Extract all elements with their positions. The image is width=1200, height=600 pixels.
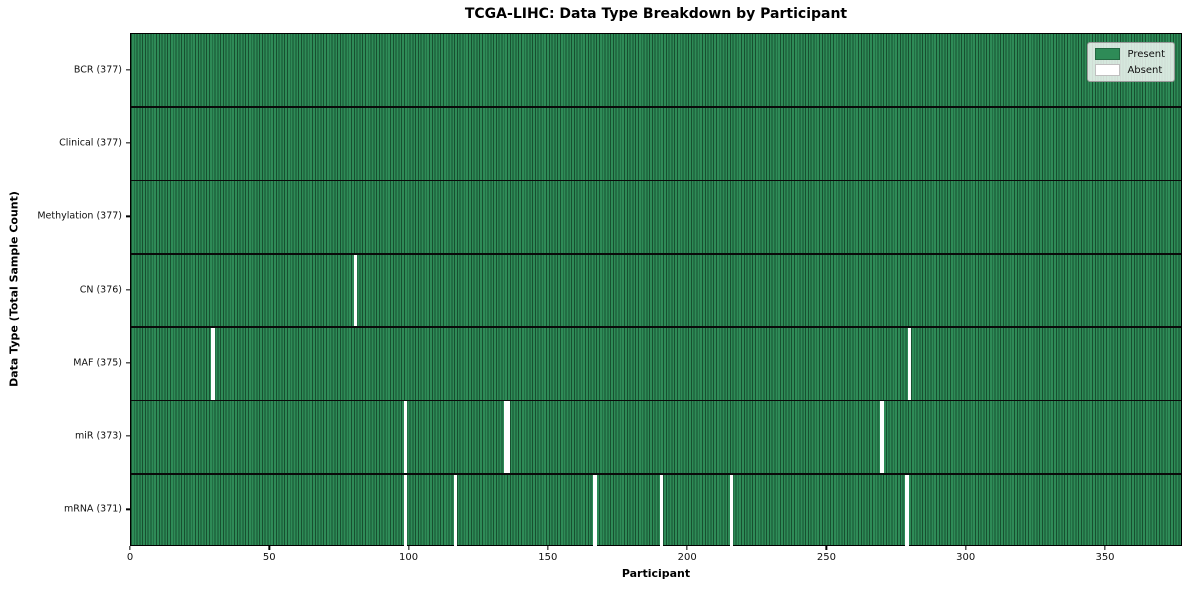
row-divider — [131, 472, 1181, 475]
y-tick-mark — [126, 215, 130, 217]
x-tick-label: 250 — [816, 552, 836, 563]
legend-swatch-absent — [1095, 64, 1121, 76]
x-tick-label: 50 — [262, 552, 276, 563]
plot-area: Present Absent — [130, 33, 1182, 547]
absent-bar — [211, 327, 215, 401]
x-tick-mark — [1104, 546, 1106, 550]
y-tick-label: MAF (375) — [73, 357, 122, 369]
heatmap-cells — [131, 34, 1181, 545]
x-tick-mark — [547, 546, 549, 550]
y-tick-label: Methylation (377) — [37, 210, 122, 222]
absent-bar — [453, 473, 458, 547]
x-tick-label: 150 — [538, 552, 558, 563]
legend: Present Absent — [1087, 42, 1175, 82]
y-tick-mark — [126, 508, 130, 510]
row-divider — [131, 326, 1181, 328]
x-tick-mark — [129, 546, 131, 550]
x-tick-label: 200 — [677, 552, 697, 563]
absent-bar — [403, 473, 408, 547]
x-tick-mark — [268, 546, 270, 550]
x-tick-label: 300 — [956, 552, 976, 563]
absent-bar — [905, 473, 909, 547]
y-tick-mark — [126, 288, 130, 291]
absent-bar — [880, 400, 884, 474]
x-axis-label: Participant — [621, 567, 691, 580]
x-tick-label: 0 — [126, 552, 134, 563]
absent-bar — [593, 473, 597, 547]
legend-label-present: Present — [1127, 48, 1165, 60]
y-tick-label: miR (373) — [74, 430, 122, 442]
row-divider — [131, 106, 1181, 109]
absent-bar — [729, 473, 734, 547]
x-tick-mark — [965, 546, 967, 550]
y-tick-label: CN (376) — [79, 284, 122, 295]
y-tick-label: Clinical (377) — [59, 137, 122, 149]
x-tick-label: 100 — [399, 552, 419, 563]
legend-item-present: Present — [1095, 48, 1165, 60]
row-divider — [131, 179, 1181, 182]
row-divider — [131, 253, 1181, 255]
legend-label-absent: Absent — [1127, 64, 1163, 76]
y-tick-label: BCR (377) — [73, 64, 122, 76]
absent-bar — [403, 400, 408, 474]
y-tick-label: mRNA (371) — [63, 503, 122, 515]
x-tick-mark — [686, 546, 688, 550]
y-tick-mark — [126, 68, 130, 71]
chart-title: TCGA-LIHC: Data Type Breakdown by Partic… — [464, 6, 848, 22]
absent-bar — [503, 400, 508, 474]
row-divider — [131, 399, 1181, 402]
x-tick-mark — [407, 546, 410, 550]
absent-bar — [506, 400, 511, 474]
y-tick-mark — [126, 142, 130, 144]
x-tick-mark — [825, 546, 828, 550]
absent-bar — [907, 327, 912, 401]
legend-item-absent: Absent — [1095, 64, 1165, 76]
legend-swatch-present — [1095, 48, 1121, 60]
absent-bar — [353, 253, 358, 328]
y-tick-mark — [126, 362, 130, 364]
x-tick-label: 350 — [1095, 552, 1115, 563]
y-tick-mark — [126, 435, 130, 437]
absent-bar — [659, 473, 664, 547]
